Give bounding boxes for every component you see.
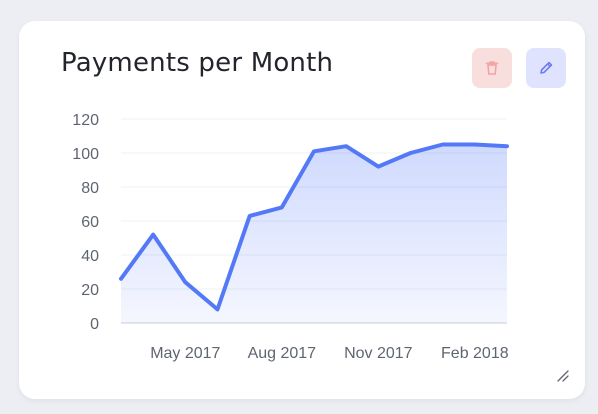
x-tick-label: Aug 2017 [248,345,317,362]
chart-card: Payments per Month 0 20 40 60 80 100 120 May 20… [19,21,585,399]
data-point [409,151,413,155]
data-point [119,277,123,281]
data-point [151,233,155,237]
x-tick-label: May 2017 [150,345,220,362]
resize-handle-icon[interactable] [557,370,569,382]
data-point [312,149,316,153]
x-tick-label: Feb 2018 [441,345,509,362]
data-point [376,165,380,169]
y-tick-label: 80 [81,180,99,197]
data-point [216,307,220,311]
x-tick-label: Nov 2017 [344,345,413,362]
y-tick-label: 0 [90,316,99,333]
y-tick-label: 100 [72,146,99,163]
series-area [121,145,507,324]
data-point [505,144,509,148]
y-tick-label: 60 [81,214,99,231]
y-tick-label: 40 [81,248,99,265]
data-point [441,143,445,147]
data-point [344,144,348,148]
data-point [248,214,252,218]
data-point [473,143,477,147]
y-tick-label: 20 [81,282,99,299]
y-tick-label: 120 [72,112,99,129]
area-chart: 0 20 40 60 80 100 120 May 2017 Aug 2017 Nov 2017 F… [19,21,585,399]
data-point [280,205,284,209]
data-point [183,280,187,284]
